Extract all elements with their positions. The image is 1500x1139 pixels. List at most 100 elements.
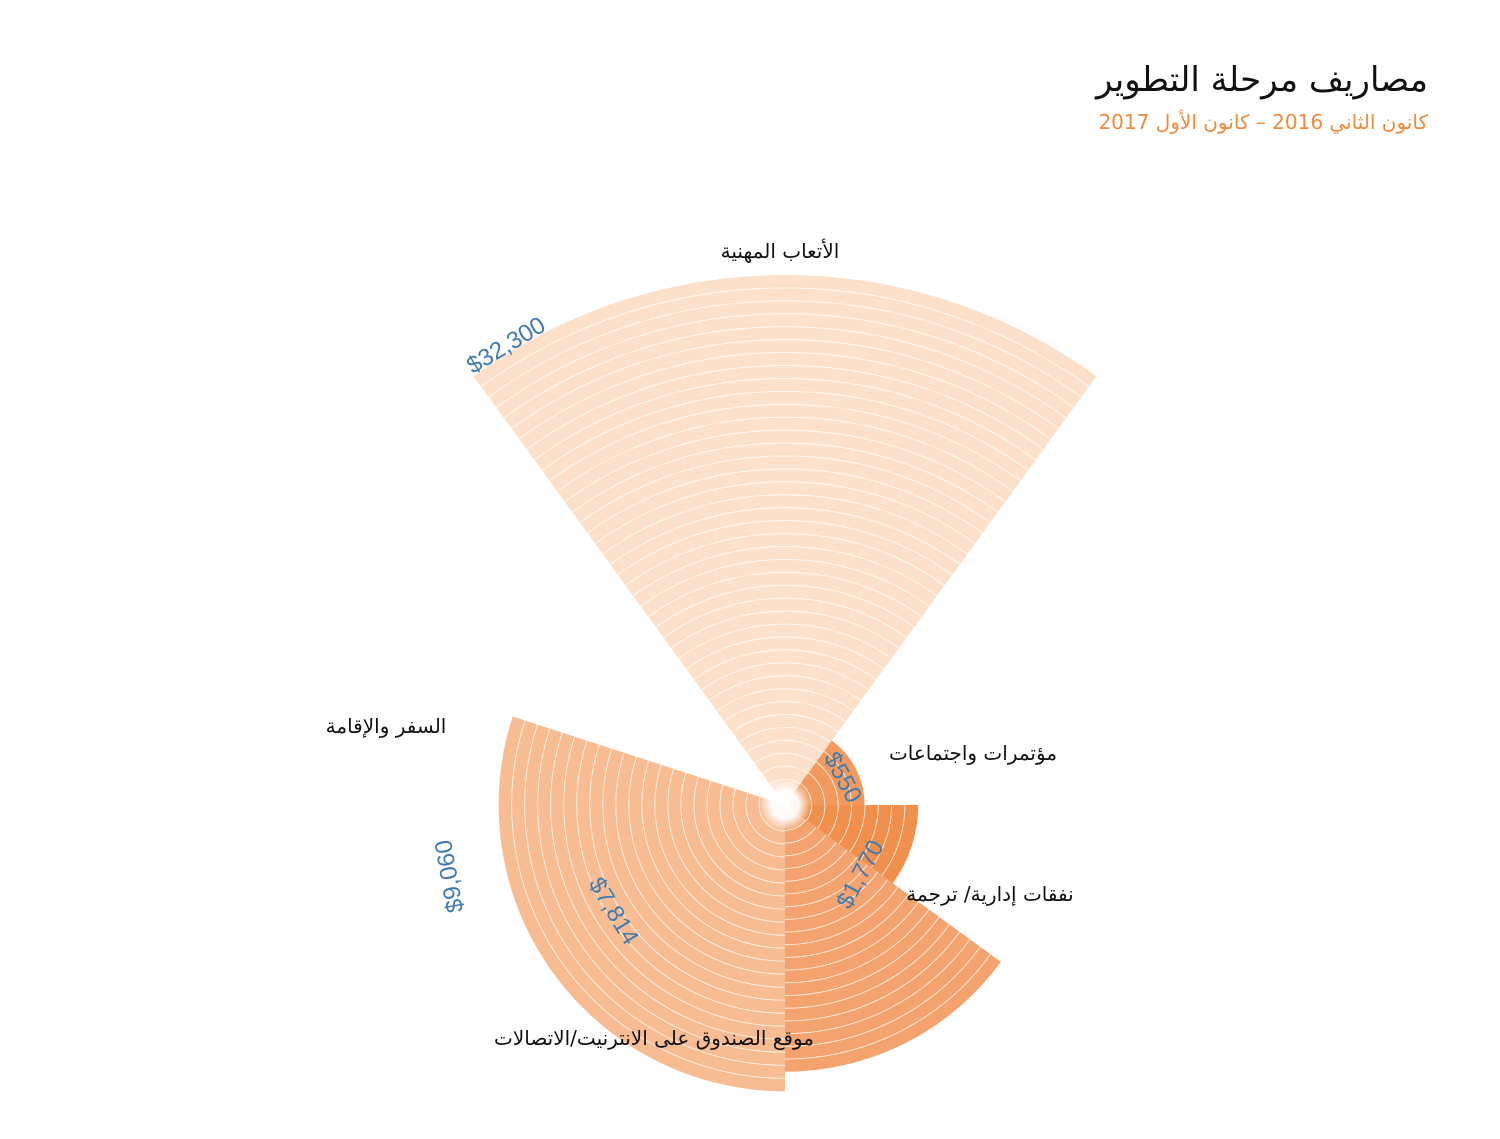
ring-line bbox=[602, 748, 786, 988]
ring-line bbox=[549, 403, 1021, 482]
ring-line bbox=[784, 886, 899, 946]
ring-line bbox=[594, 481, 976, 544]
ring-line bbox=[576, 740, 786, 1014]
category-label-professional-fees: الأتعاب المهنية bbox=[721, 239, 840, 263]
ring-line bbox=[784, 924, 950, 1009]
ring-line bbox=[784, 894, 909, 958]
ring-line bbox=[746, 739, 824, 754]
ring-line bbox=[723, 701, 847, 722]
ring-line bbox=[564, 429, 1006, 503]
ring-line bbox=[784, 857, 858, 895]
ring-line bbox=[654, 764, 786, 936]
sector-rings-travel-accommodation bbox=[511, 720, 786, 1079]
ring-line bbox=[615, 752, 786, 975]
sector-professional-fees bbox=[473, 274, 1097, 806]
ring-line bbox=[563, 736, 786, 1027]
ring-line bbox=[511, 339, 1059, 429]
ring-line bbox=[617, 520, 953, 576]
ring-line bbox=[745, 792, 786, 845]
ring-line bbox=[870, 804, 893, 868]
category-label-admin-translation: نفقات إدارية/ ترجمة bbox=[906, 882, 1073, 907]
chart-header: مصاريف مرحلة التطوير كانون الثاني 2016 –… bbox=[1096, 58, 1428, 136]
ring-line bbox=[784, 879, 889, 933]
ring-line bbox=[784, 931, 961, 1022]
category-label-website-communications: موقع الصندوق على الانترنيت/الاتصالات bbox=[494, 1026, 814, 1050]
ring-line bbox=[784, 939, 971, 1035]
ring-line bbox=[784, 871, 878, 920]
ring-line bbox=[663, 597, 907, 639]
ring-line bbox=[511, 720, 786, 1079]
chart-subtitle: كانون الثاني 2016 – كانون الأول 2017 bbox=[1098, 110, 1428, 134]
ring-line bbox=[589, 744, 786, 1001]
sector-rings-professional-fees bbox=[480, 287, 1090, 795]
ring-line bbox=[641, 760, 786, 949]
ring-line bbox=[537, 728, 786, 1053]
ring-line bbox=[647, 571, 923, 618]
ring-line bbox=[838, 804, 853, 845]
sector-admin-translation bbox=[785, 805, 919, 884]
ring-line bbox=[655, 584, 915, 628]
ring-line bbox=[816, 804, 826, 829]
ring-line bbox=[784, 916, 940, 997]
ring-line bbox=[579, 455, 991, 523]
ring-line bbox=[784, 901, 919, 971]
sector-travel-accommodation bbox=[498, 716, 785, 1092]
chart-title: مصاريف مرحلة التطوير bbox=[1096, 60, 1428, 100]
ring-line bbox=[739, 726, 831, 743]
ring-line bbox=[640, 558, 930, 607]
ring-line bbox=[609, 507, 961, 565]
ring-line bbox=[784, 834, 827, 857]
ring-line bbox=[526, 365, 1044, 450]
ring-line bbox=[708, 675, 862, 701]
ring-line bbox=[784, 954, 991, 1060]
ring-line bbox=[541, 390, 1029, 471]
ring-line bbox=[784, 842, 837, 869]
ring-line bbox=[628, 756, 786, 962]
center-glow bbox=[759, 779, 811, 831]
ring-line bbox=[670, 610, 900, 649]
ring-line bbox=[881, 804, 906, 876]
ring-line bbox=[587, 468, 983, 534]
ring-line bbox=[731, 714, 839, 733]
ring-line bbox=[701, 662, 869, 691]
ring-line bbox=[732, 788, 786, 858]
ring-line bbox=[784, 864, 868, 908]
ring-line bbox=[849, 804, 866, 853]
ring-line bbox=[625, 533, 945, 586]
ring-line bbox=[533, 377, 1037, 461]
ring-line bbox=[827, 804, 839, 837]
category-label-travel-accommodation: السفر والإقامة bbox=[326, 714, 447, 738]
ring-line bbox=[571, 442, 999, 513]
ring-line bbox=[518, 352, 1052, 440]
ring-line bbox=[480, 287, 1090, 388]
ring-line bbox=[784, 827, 817, 844]
ring-line bbox=[693, 776, 786, 897]
ring-line bbox=[761, 765, 809, 774]
ring-line bbox=[488, 300, 1082, 398]
ring-line bbox=[784, 909, 930, 984]
ring-line bbox=[685, 636, 885, 670]
ring-line bbox=[706, 780, 786, 884]
sectors-group bbox=[473, 274, 1097, 1092]
ring-line bbox=[693, 649, 877, 680]
ring-line bbox=[784, 849, 848, 882]
ring-line bbox=[680, 772, 786, 910]
ring-line bbox=[806, 804, 813, 821]
ring-line bbox=[667, 768, 786, 923]
ring-line bbox=[784, 946, 981, 1047]
ring-line bbox=[860, 804, 879, 861]
ring-line bbox=[754, 752, 816, 764]
ring-line bbox=[716, 688, 854, 712]
ring-line bbox=[602, 494, 968, 555]
value-label-travel-accommodation: $9,060 bbox=[430, 838, 469, 915]
ring-line bbox=[678, 623, 892, 659]
sector-website-communications bbox=[785, 805, 1001, 1072]
ring-line bbox=[524, 724, 786, 1066]
ring-line bbox=[632, 546, 938, 597]
ring-line bbox=[550, 732, 786, 1040]
ring-line bbox=[503, 326, 1067, 419]
ring-line bbox=[496, 313, 1074, 408]
ring-line bbox=[719, 784, 786, 871]
category-label-conferences: مؤتمرات واجتماعات bbox=[889, 741, 1057, 765]
